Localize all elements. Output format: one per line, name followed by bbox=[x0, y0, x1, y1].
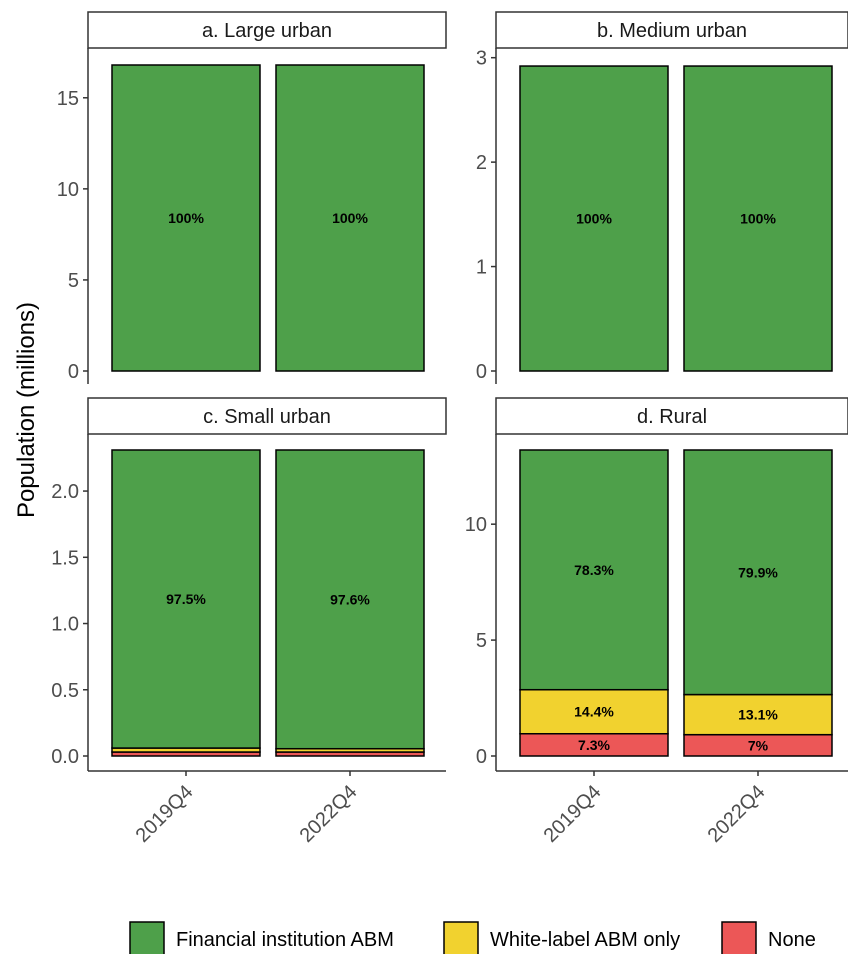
legend-label: Financial institution ABM bbox=[176, 929, 394, 951]
y-tick-label: 1.0 bbox=[51, 614, 79, 636]
bar-data-label: 100% bbox=[740, 211, 776, 227]
legend-swatch bbox=[443, 921, 479, 954]
y-tick-label: 1.5 bbox=[51, 547, 79, 569]
y-axis-title: Population (millions) bbox=[13, 302, 40, 518]
bar-segment bbox=[519, 65, 669, 372]
bar-data-label: 100% bbox=[576, 211, 612, 227]
panel-strip bbox=[87, 11, 447, 49]
bar-data-label: 100% bbox=[168, 210, 204, 226]
bar-segment bbox=[111, 449, 261, 749]
bar-segment bbox=[519, 449, 669, 691]
y-tick-label: 3 bbox=[476, 48, 487, 70]
x-tick-label: 2022Q4 bbox=[296, 781, 362, 847]
legend-swatch bbox=[721, 921, 757, 954]
bar-data-label: 97.6% bbox=[330, 591, 370, 607]
bar-segment bbox=[519, 688, 669, 735]
y-tick-label: 5 bbox=[476, 630, 487, 652]
bar-segment bbox=[275, 64, 425, 372]
y-tick-label: 0 bbox=[476, 746, 487, 768]
bar-data-label: 79.9% bbox=[738, 564, 778, 580]
y-tick-label: 2.0 bbox=[51, 481, 79, 503]
y-tick-label: 10 bbox=[57, 179, 79, 201]
bar-segment bbox=[683, 65, 833, 372]
y-tick-label: 0.0 bbox=[51, 746, 79, 768]
bar-segment bbox=[683, 449, 833, 696]
legend-label: White-label ABM only bbox=[490, 929, 680, 951]
y-tick-label: 10 bbox=[465, 514, 487, 536]
bar-segment bbox=[111, 64, 261, 372]
y-tick-label: 0 bbox=[68, 361, 79, 383]
legend-item: Financial institution ABM bbox=[129, 921, 394, 954]
panel-strip bbox=[87, 397, 447, 435]
panel-2: b. Medium urban 0 1 2 3 100% 100% bbox=[476, 11, 848, 384]
bar-data-label: 97.5% bbox=[166, 591, 206, 607]
bar-data-label: 13.1% bbox=[738, 707, 778, 723]
y-tick-label: 2 bbox=[476, 152, 487, 174]
bar-data-label: 78.3% bbox=[574, 562, 614, 578]
y-tick-label: 5 bbox=[68, 270, 79, 292]
x-tick-label: 2022Q4 bbox=[704, 781, 770, 847]
panel-strip-title: b. Medium urban bbox=[597, 20, 747, 42]
legend-item: None bbox=[721, 921, 816, 954]
panel-strip bbox=[495, 397, 848, 435]
panel-strip-title: d. Rural bbox=[637, 406, 707, 428]
y-tick-label: 0 bbox=[476, 361, 487, 383]
panel-strip-title: c. Small urban bbox=[203, 406, 331, 428]
legend-item: White-label ABM only bbox=[443, 921, 680, 954]
bar-data-label: 100% bbox=[332, 210, 368, 226]
y-tick-label: 0.5 bbox=[51, 680, 79, 702]
legend-swatch bbox=[129, 921, 165, 954]
bar-data-label: 14.4% bbox=[574, 704, 614, 720]
legend: Financial institution ABM White-label ABM… bbox=[129, 921, 816, 954]
panel-strip-title: a. Large urban bbox=[202, 20, 332, 42]
y-tick-label: 15 bbox=[57, 88, 79, 110]
bar-segment bbox=[275, 449, 425, 750]
panel-4: d. Rural 0 5 10 7.3% 14.4% 78.3% 7% 13.1% 79.9% 20… bbox=[465, 397, 848, 847]
bar-segment bbox=[683, 693, 833, 736]
x-tick-label: 2019Q4 bbox=[132, 781, 198, 847]
panel-strip bbox=[495, 11, 848, 49]
bar-data-label: 7% bbox=[748, 737, 769, 753]
panel-1: a. Large urban 0 5 10 15 100% 100% bbox=[57, 11, 447, 384]
y-tick-label: 1 bbox=[476, 257, 487, 279]
panel-3: c. Small urban 0.0 0.5 1.0 1.5 2.0 97.5% 97.6% 2… bbox=[51, 397, 447, 847]
bar-data-label: 7.3% bbox=[578, 737, 610, 753]
x-tick-label: 2019Q4 bbox=[540, 781, 606, 847]
legend-label: None bbox=[768, 929, 816, 951]
